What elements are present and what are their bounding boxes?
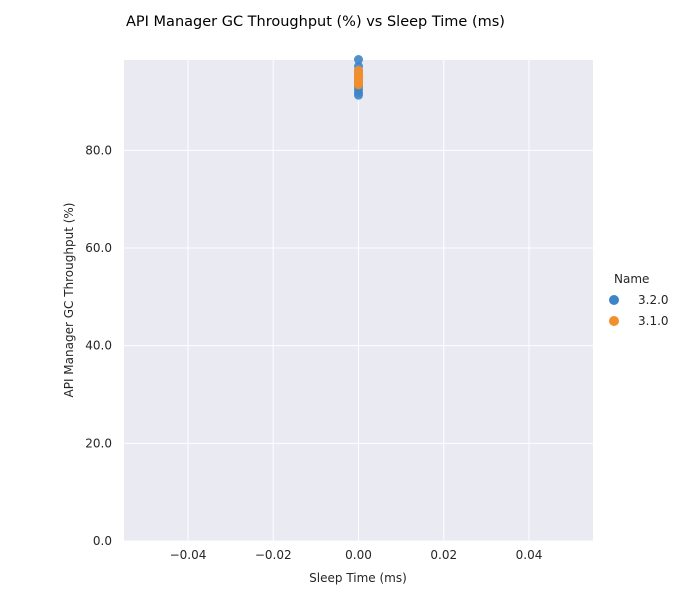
data-point (354, 55, 363, 65)
legend-label: 3.1.0 (638, 314, 669, 328)
y-tick-label: 60.0 (85, 241, 112, 255)
chart-title: API Manager GC Throughput (%) vs Sleep T… (126, 14, 505, 30)
data-point (354, 80, 363, 90)
legend-title: Name (614, 272, 649, 286)
y-tick-label: 80.0 (85, 143, 112, 157)
x-tick-label: 0.00 (345, 548, 372, 562)
x-tick-label: −0.04 (170, 548, 207, 562)
data-points (354, 55, 363, 100)
y-tick-labels: 0.0 20.0 40.0 60.0 80.0 (85, 143, 112, 548)
x-tick-label: 0.02 (430, 548, 457, 562)
x-tick-label: −0.02 (255, 548, 292, 562)
y-tick-label: 20.0 (85, 436, 112, 450)
x-tick-labels: −0.04 −0.02 0.00 0.02 0.04 (170, 548, 543, 562)
legend-marker (609, 295, 619, 305)
legend-marker (609, 316, 619, 326)
x-axis-label: Sleep Time (ms) (309, 571, 407, 585)
grid (124, 60, 593, 542)
y-tick-label: 40.0 (85, 339, 112, 353)
y-tick-label: 0.0 (93, 534, 112, 548)
x-tick-label: 0.04 (516, 548, 543, 562)
y-axis-label: API Manager GC Throughput (%) (62, 203, 76, 398)
legend: Name 3.2.0 3.1.0 (609, 272, 669, 328)
data-point (354, 90, 363, 100)
legend-label: 3.2.0 (638, 293, 669, 307)
